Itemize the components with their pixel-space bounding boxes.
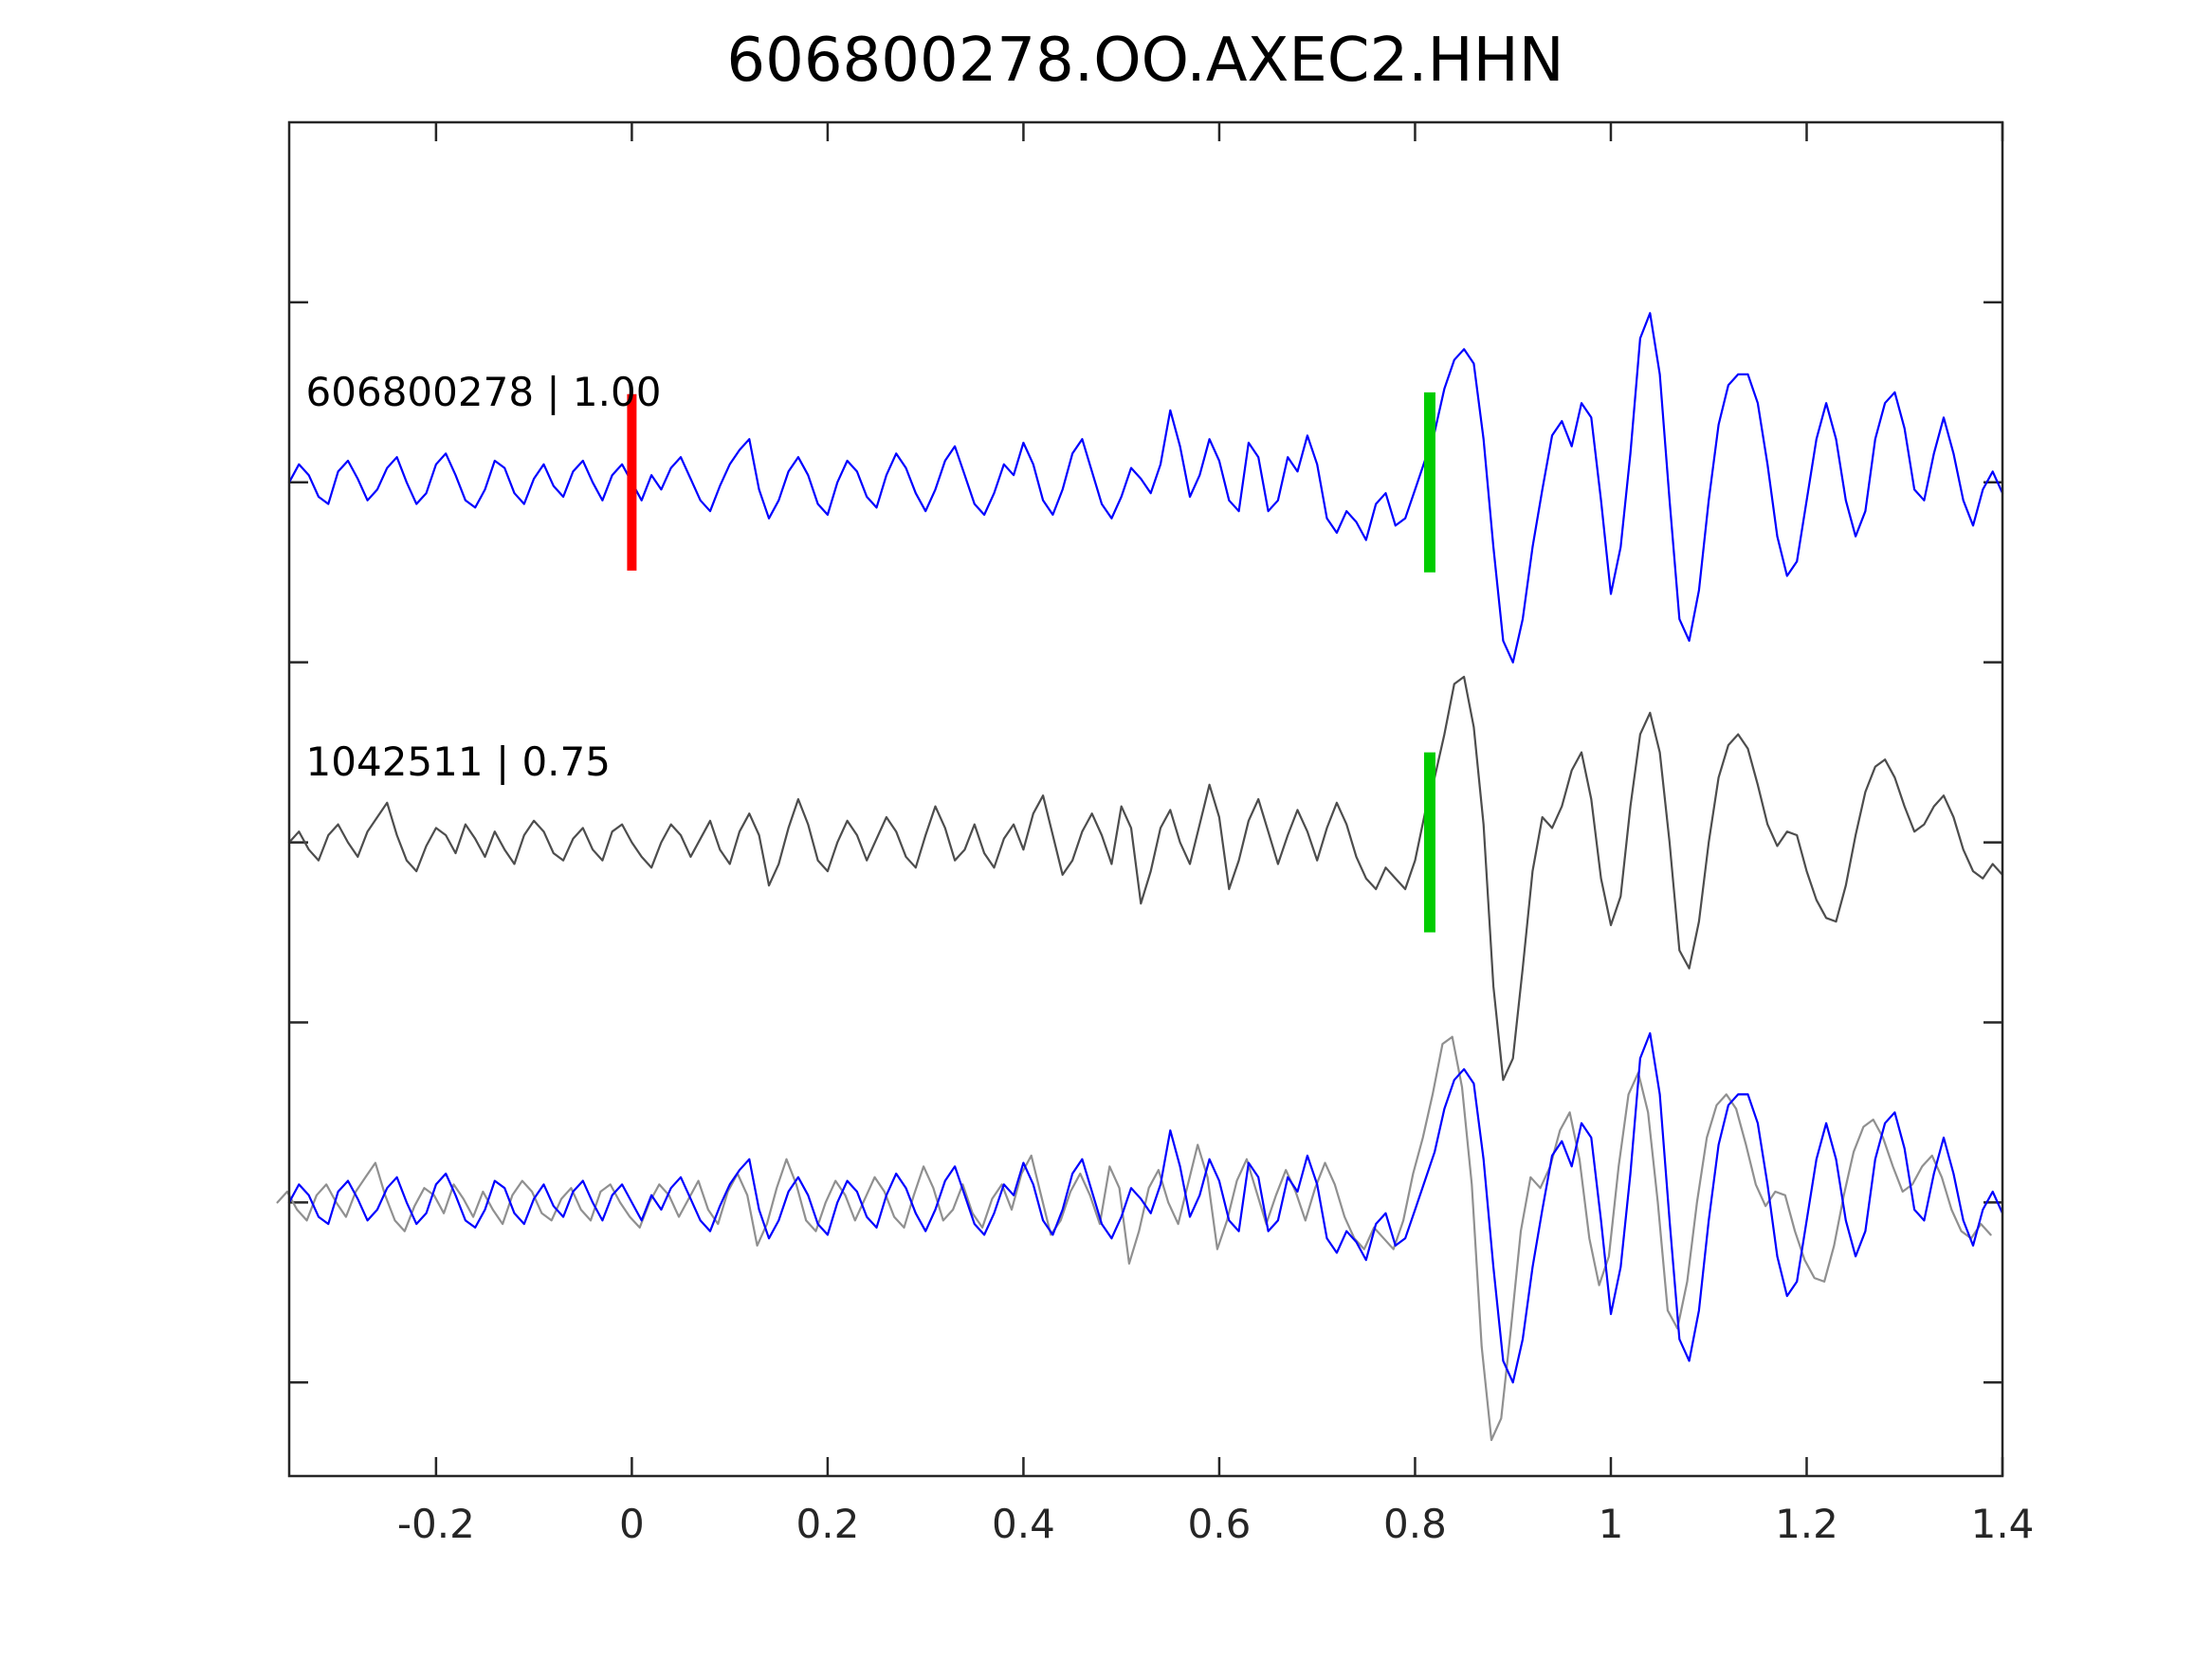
x-tick-label: 0.2	[796, 1501, 860, 1547]
trace-overlay-1042511	[276, 1035, 1992, 1442]
x-tick-label: 0	[619, 1501, 645, 1547]
x-tick-label: 0.4	[992, 1501, 1055, 1547]
x-tick-label: 0.6	[1188, 1501, 1252, 1547]
trace-label-1042511: 1042511 | 0.75	[306, 738, 611, 785]
x-tick-label: 1.2	[1775, 1501, 1838, 1547]
x-tick-label: -0.2	[397, 1501, 475, 1547]
trace-606800278	[287, 312, 2004, 664]
plot-layer: -0.2 0 0.2 0.4 0.6 0.8 1 1.2 1.4 606800278 | 1.00…	[276, 122, 2035, 1547]
chart-title: 606800278.OO.AXEC2.HHN	[726, 26, 1563, 96]
x-tick-label: 0.8	[1383, 1501, 1447, 1547]
trace-1042511	[287, 675, 2004, 1082]
x-tick-label: 1.4	[1971, 1501, 2035, 1547]
trace-label-606800278: 606800278 | 1.00	[306, 369, 662, 415]
plot-border	[287, 120, 2004, 1478]
trace-overlay-606800278	[287, 1031, 2004, 1384]
x-tick-label: 1	[1599, 1501, 1624, 1547]
